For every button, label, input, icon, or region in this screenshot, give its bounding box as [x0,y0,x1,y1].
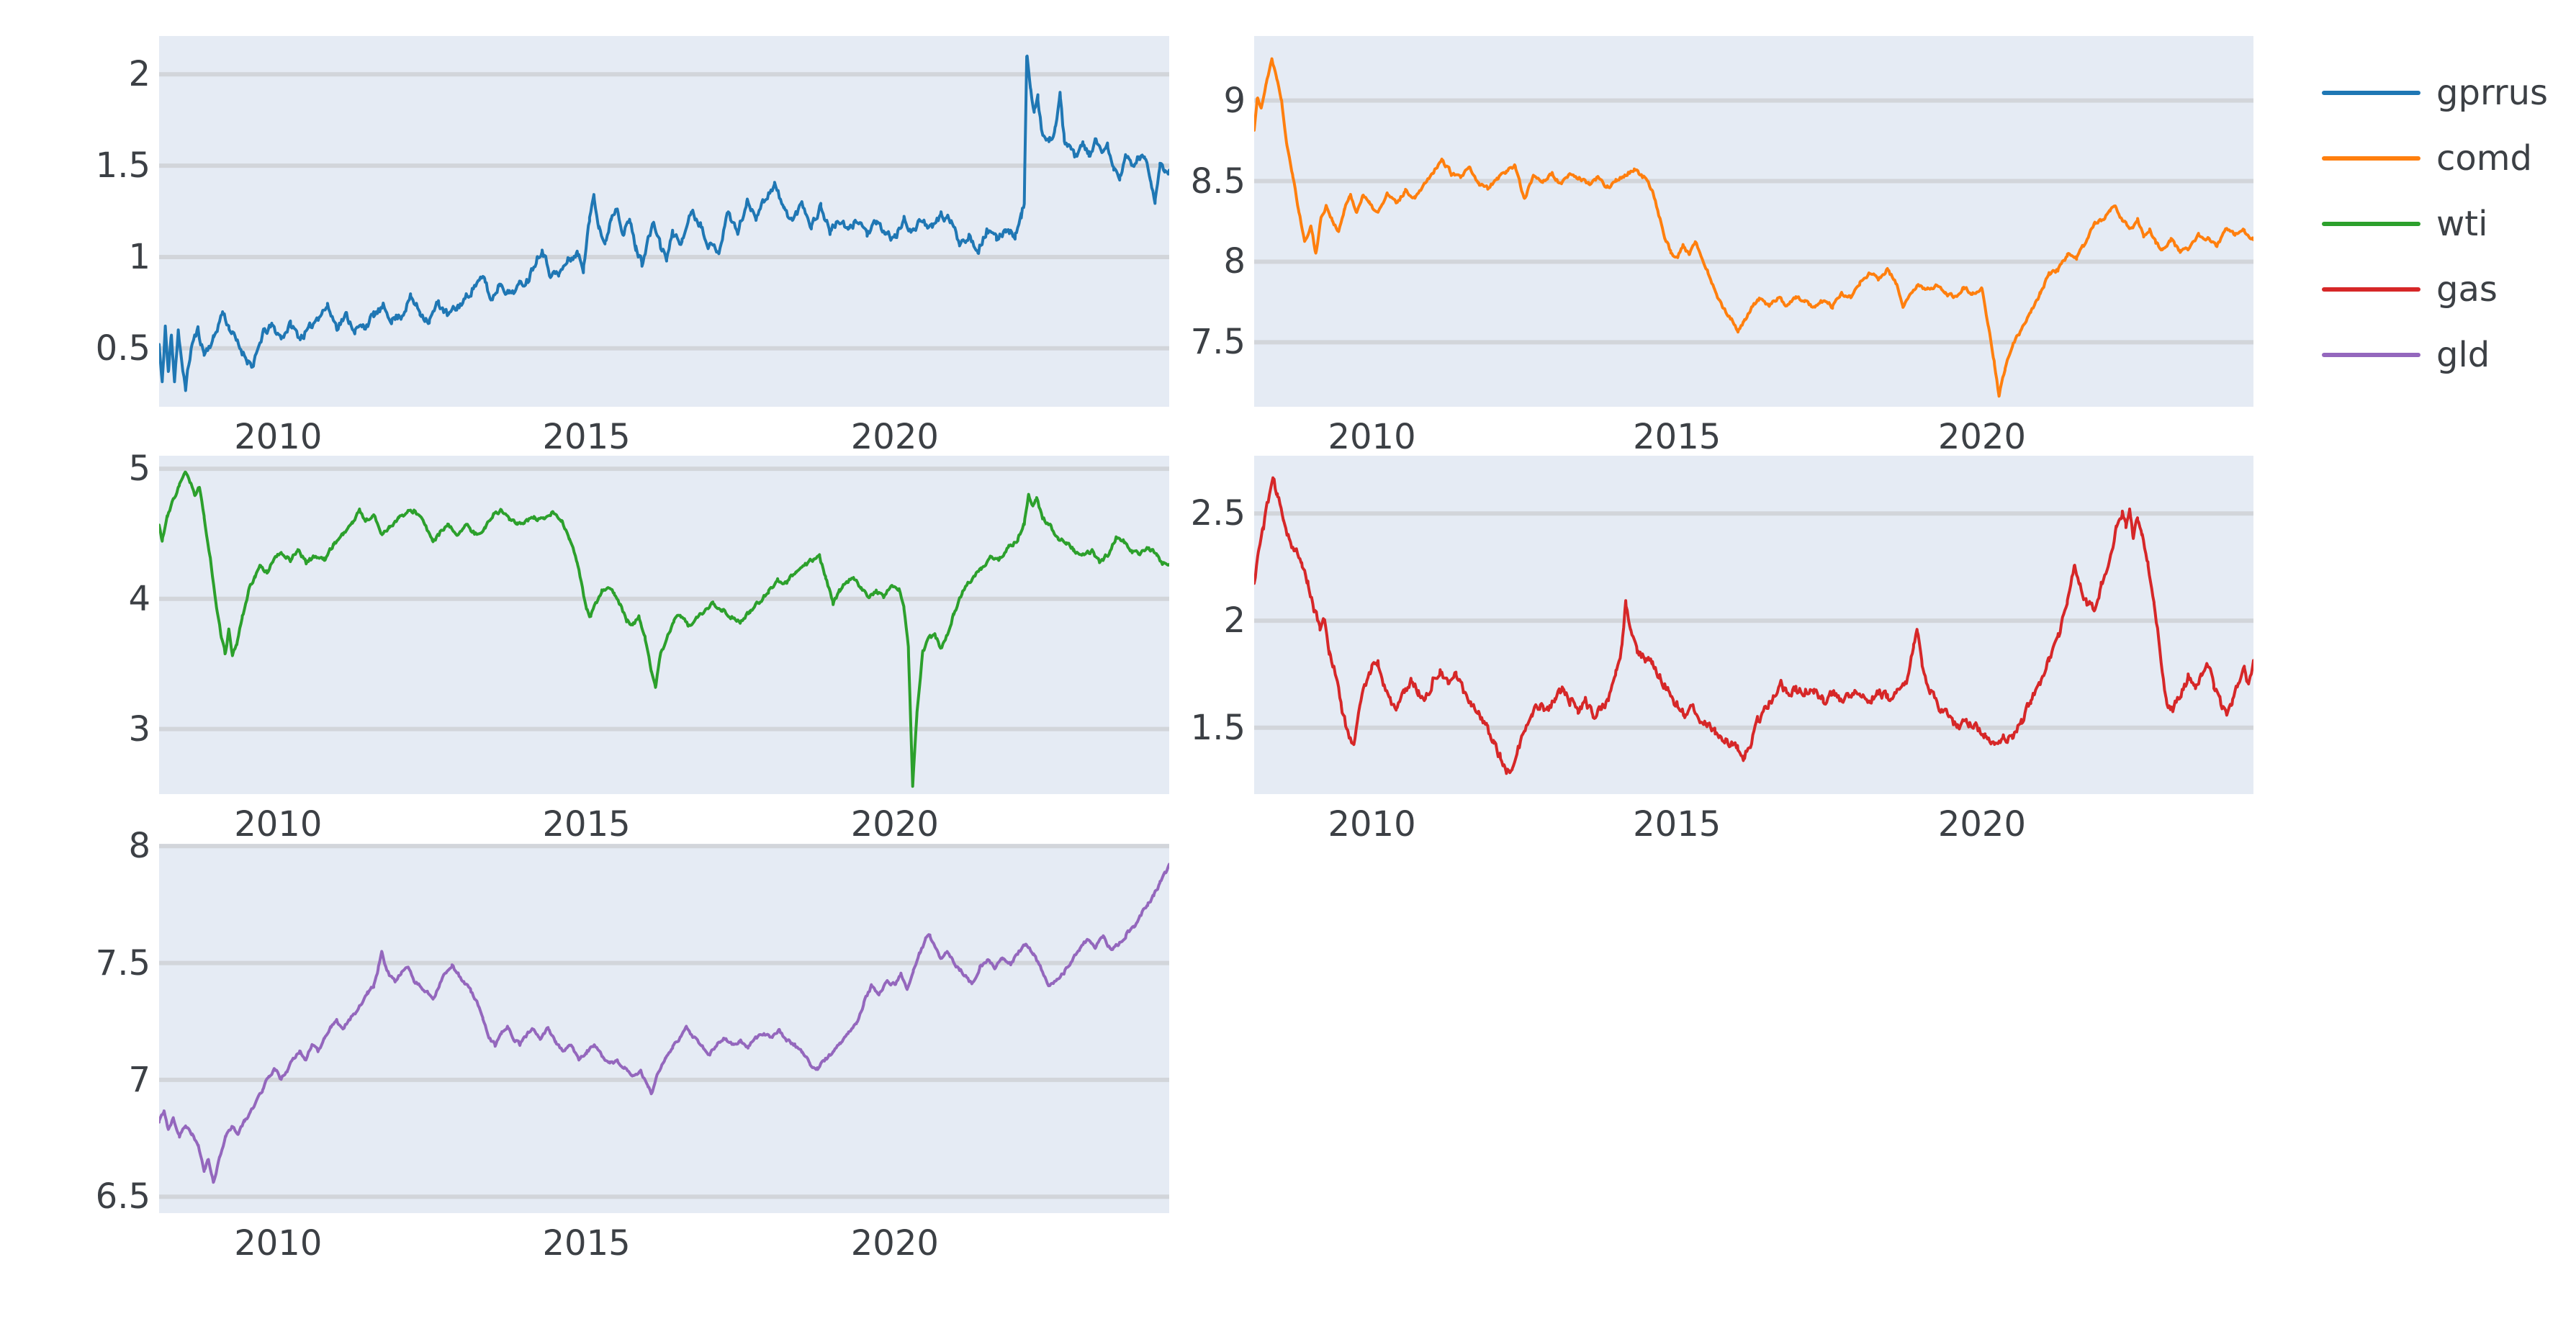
x-tick-label-gprrus: 2010 [234,417,323,457]
x-tick-label-gas: 2010 [1328,804,1416,845]
series-path-comd [1254,57,2253,398]
y-tick-label-wti: 3 [128,708,150,749]
y-tick-label-gprrus: 2 [128,54,150,95]
plot-area-gld [159,844,1169,1213]
x-tick-label-gld: 2020 [850,1223,939,1264]
plot-canvas-gprrus [159,54,1169,392]
legend-line-swatch-comd [2322,156,2420,161]
legend-label-wti: wti [2436,204,2488,244]
y-tick-label-gld: 7.5 [95,942,150,983]
y-tick-label-gprrus: 1 [128,236,150,277]
legend-item-gprrus: gprrus [2322,71,2548,114]
legend-item-gas: gas [2322,268,2498,311]
legend-label-gprrus: gprrus [2436,73,2548,113]
y-tick-label-wti: 4 [128,578,150,619]
y-tick-label-gas: 2 [1223,600,1246,641]
y-tick-label-comd: 8 [1223,241,1246,282]
y-tick-label-wti: 5 [128,449,150,490]
legend-item-gld: gld [2322,333,2490,377]
legend-line-swatch-gld [2322,353,2420,357]
legend-line-swatch-gas [2322,287,2420,292]
y-tick-label-comd: 7.5 [1190,322,1246,363]
y-tick-label-comd: 9 [1223,80,1246,121]
legend-line-swatch-gprrus [2322,91,2420,95]
x-tick-label-gas: 2020 [1937,804,2026,845]
series-path-gas [1254,476,2253,775]
x-tick-label-gld: 2015 [542,1223,631,1264]
plot-canvas-wti [159,467,1169,788]
y-tick-label-gas: 1.5 [1190,707,1246,748]
legend-item-comd: comd [2322,137,2532,180]
series-path-gprrus [159,54,1169,392]
x-tick-label-gld: 2010 [234,1223,323,1264]
legend-label-comd: comd [2436,138,2532,179]
y-tick-label-gld: 6.5 [95,1176,150,1217]
x-tick-label-comd: 2015 [1633,417,1721,457]
plot-area-gas [1254,456,2253,794]
plot-area-gprrus [159,36,1169,407]
y-tick-label-comd: 8.5 [1190,161,1246,202]
legend-label-gas: gas [2436,269,2498,310]
y-tick-label-gas: 2.5 [1190,493,1246,534]
series-path-wti [159,470,1169,788]
y-tick-label-gld: 7 [128,1059,150,1100]
legend-line-swatch-wti [2322,222,2420,226]
legend-label-gld: gld [2436,335,2490,375]
x-tick-label-gprrus: 2020 [850,417,939,457]
y-tick-label-gprrus: 0.5 [95,328,150,369]
plot-area-wti [159,456,1169,794]
series-path-gld [159,863,1169,1184]
x-tick-label-comd: 2020 [1937,417,2026,457]
x-tick-label-gas: 2015 [1633,804,1721,845]
legend-item-wti: wti [2322,202,2487,246]
x-tick-label-wti: 2010 [234,804,323,845]
plot-canvas-gas [1254,476,2253,775]
plot-canvas-gld [159,844,1169,1199]
y-tick-label-gld: 8 [128,826,150,867]
x-tick-label-wti: 2020 [850,804,939,845]
y-tick-label-gprrus: 1.5 [95,145,150,186]
x-tick-label-wti: 2015 [542,804,631,845]
x-tick-label-gprrus: 2015 [542,417,631,457]
plot-canvas-comd [1254,57,2253,398]
x-tick-label-comd: 2010 [1328,417,1416,457]
plot-area-comd [1254,36,2253,407]
